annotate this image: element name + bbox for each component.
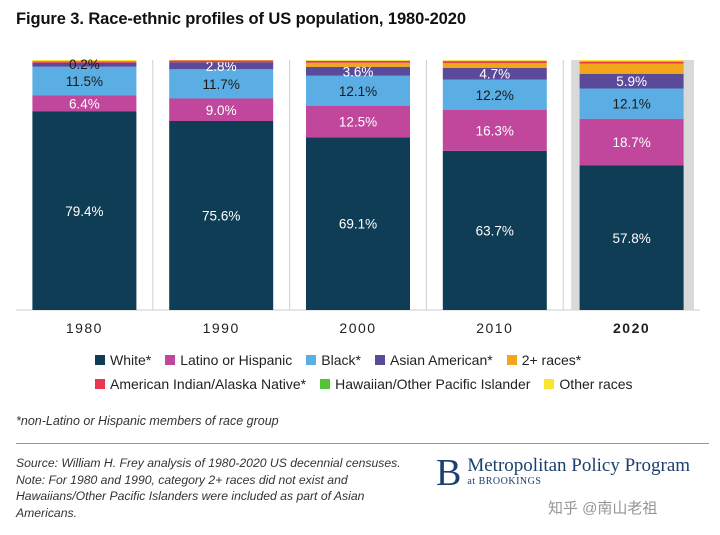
bar-nhpi-2010 [442, 60, 547, 62]
data-label-asian-1990: 2.8% [206, 59, 237, 74]
bar-black-1980 [32, 66, 137, 96]
bar-aian-1980 [32, 61, 137, 63]
data-label-latino-2020: 18.7% [612, 135, 650, 150]
bar-asian-2010 [442, 67, 547, 80]
bar-aian-2020 [579, 61, 684, 64]
legend-label-multi: 2+ races* [521, 352, 582, 368]
bar-latino-1990 [169, 98, 274, 121]
x-tick-label-2000: 2000 [339, 320, 376, 336]
data-label-black-2010: 12.2% [476, 88, 514, 103]
bar-other-2020 [579, 60, 684, 62]
bar-white-2000 [306, 137, 410, 310]
chart-title: Figure 3. Race-ethnic profiles of US pop… [16, 10, 466, 28]
legend-label-aian: American Indian/Alaska Native* [110, 376, 307, 392]
bar-aian-1990 [169, 60, 274, 63]
legend-label-nhpi: Hawaiian/Other Pacific Islander [335, 376, 531, 392]
data-label-white-2000: 69.1% [339, 217, 377, 232]
data-label-latino-1980: 6.4% [69, 97, 100, 112]
data-label-white-1990: 75.6% [202, 209, 240, 224]
data-label-black-2000: 12.1% [339, 84, 377, 99]
bar-nhpi-2020 [579, 61, 684, 62]
bar-other-1980 [32, 60, 137, 62]
legend-swatch-black [306, 355, 317, 365]
legend-item-latino: Latino or Hispanic [165, 352, 292, 368]
bar-other-2010 [442, 60, 547, 61]
x-tick-label-2020: 2020 [613, 320, 650, 336]
legend-row-2: American Indian/Alaska Native* Hawaiian/O… [95, 376, 633, 392]
data-label-black-1980: 11.5% [66, 74, 103, 89]
data-label-asian-2020: 5.9% [616, 74, 647, 89]
program-name: Metropolitan Policy Program [467, 455, 691, 476]
bar-multi-2020 [579, 63, 684, 74]
data-label-white-2020: 57.8% [612, 231, 650, 246]
bar-multi-2000 [306, 62, 410, 67]
bar-white-1990 [169, 121, 274, 310]
bar-asian-1990 [169, 62, 274, 70]
data-label-white-2010: 63.7% [476, 223, 514, 238]
legend-label-black: Black* [321, 352, 361, 368]
source-note: Source: William H. Frey analysis of 1980… [16, 456, 401, 520]
legend-swatch-white [95, 355, 105, 365]
x-tick-label-2010: 2010 [476, 320, 513, 336]
watermark: 知乎 @南山老祖 [548, 500, 658, 517]
bar-black-2000 [306, 75, 410, 106]
brookings-label: at BROOKINGS [467, 476, 542, 487]
legend-swatch-nhpi [320, 379, 331, 389]
stacked-bar-chart: 79.4% 6.4% 11.5% 0.2% 1980 75.6% 9.0% 11.7% 2.8%… [16, 57, 700, 336]
x-tick-label-1980: 1980 [66, 320, 103, 336]
legend-item-white: White* [95, 352, 151, 368]
legend-swatch-aian [95, 379, 105, 389]
legend-item-nhpi: Hawaiian/Other Pacific Islander [320, 376, 530, 392]
bar-white-2010 [442, 150, 547, 310]
legend-item-multi: 2+ races* [506, 352, 582, 368]
legend-row-1: White* Latino or Hispanic Black* Asian Amer… [95, 352, 581, 368]
bar-black-2010 [442, 79, 547, 110]
bar-asian-2020 [579, 73, 684, 89]
data-label-latino-2010: 16.3% [476, 123, 514, 138]
legend-item-black: Black* [306, 352, 361, 368]
data-label-white-1980: 79.4% [65, 204, 103, 219]
legend-swatch-multi [506, 355, 517, 365]
legend-label-other: Other races [559, 376, 633, 392]
bar-aian-2010 [442, 61, 547, 63]
footnote: *non-Latino or Hispanic members of race … [16, 414, 279, 428]
bar-black-1990 [169, 69, 274, 99]
bar-latino-2010 [442, 110, 547, 151]
bar-latino-2000 [306, 106, 410, 138]
bar-asian-2000 [306, 66, 410, 76]
x-tick-label-1990: 1990 [203, 320, 240, 336]
brookings-logo[interactable]: B Metropolitan Policy Program at BROOKIN… [436, 452, 691, 494]
bar-multi-2010 [442, 63, 547, 68]
data-label-other-1980: 0.2% [69, 57, 100, 72]
bar-other-1990 [169, 60, 274, 61]
data-label-black-2020: 12.1% [612, 97, 650, 112]
legend-label-white: White* [110, 352, 152, 368]
bar-asian-1980 [32, 62, 137, 67]
data-label-latino-1990: 9.0% [206, 103, 237, 118]
legend-label-asian: Asian American* [389, 352, 493, 368]
bar-black-2020 [579, 88, 684, 119]
data-label-asian-2010: 4.7% [479, 67, 510, 82]
bar-latino-1980 [32, 95, 137, 112]
bar-white-2020 [579, 165, 684, 310]
data-label-asian-2000: 3.6% [343, 64, 374, 79]
legend-swatch-other [544, 379, 555, 389]
legend-item-aian: American Indian/Alaska Native* [95, 376, 306, 392]
bar-white-1980 [32, 111, 137, 310]
data-label-black-1990: 11.7% [203, 77, 240, 92]
bar-latino-2020 [579, 118, 684, 166]
legend-item-other: Other races [544, 376, 633, 392]
legend-label-latino: Latino or Hispanic [180, 352, 293, 368]
legend-swatch-asian [374, 355, 385, 365]
bar-other-2000 [306, 60, 410, 61]
legend-swatch-latino [165, 355, 176, 365]
divider [16, 443, 709, 444]
legend-item-asian: Asian American* [374, 352, 493, 368]
data-label-latino-2000: 12.5% [339, 115, 377, 130]
brookings-b-icon: B [436, 452, 462, 494]
bar-aian-2000 [306, 61, 410, 63]
